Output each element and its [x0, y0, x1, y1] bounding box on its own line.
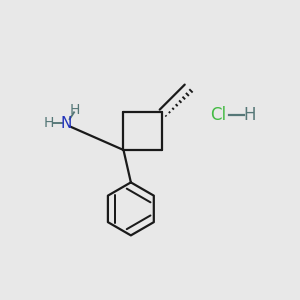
Text: H: H	[70, 103, 80, 117]
Text: H: H	[43, 116, 54, 130]
Text: Cl: Cl	[210, 106, 226, 124]
Text: H: H	[244, 106, 256, 124]
Text: N: N	[60, 116, 72, 131]
